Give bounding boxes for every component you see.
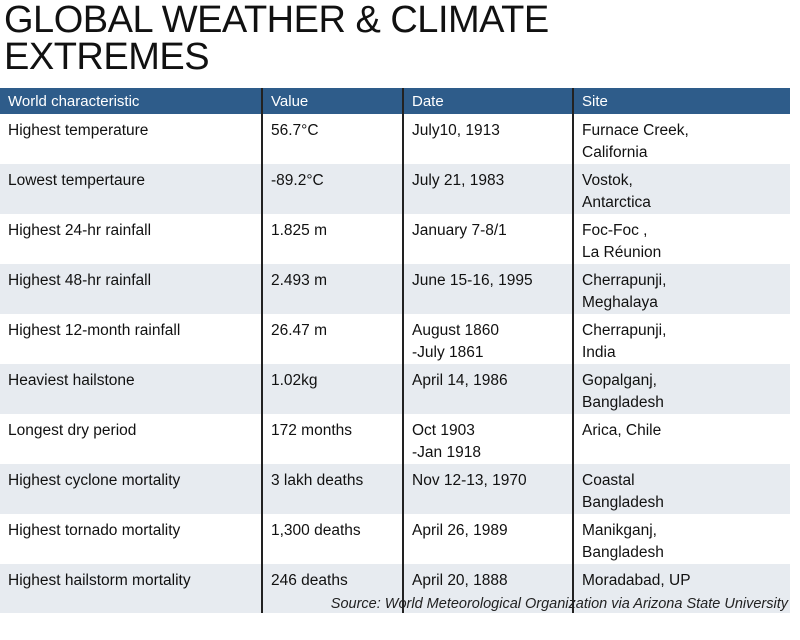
cell-site: Moradabad, UP xyxy=(573,564,790,613)
cell-date: June 15-16, 1995 xyxy=(403,264,574,314)
site-line: Arica, Chile xyxy=(582,422,662,439)
site-line: Coastal xyxy=(582,472,635,489)
cell-characteristic: Lowest tempertaure xyxy=(0,164,263,214)
extremes-table-container: World characteristic Value Date Site Hig… xyxy=(0,88,790,613)
site-line: Manikganj, xyxy=(582,522,657,539)
cell-date: April 26, 1989 xyxy=(403,514,574,564)
date-line: April 20, 1888 xyxy=(412,572,508,589)
table-row: Highest hailstorm mortality 246 deaths Apr… xyxy=(0,564,790,613)
table-row: Heaviest hailstone 1.02kg April 14, 1986 Go… xyxy=(0,364,790,414)
cell-site: Gopalganj, Bangladesh xyxy=(573,364,790,414)
cell-value: 56.7°C xyxy=(262,114,404,164)
header-value: Value xyxy=(262,88,404,114)
site-line: Bangladesh xyxy=(582,394,664,411)
cell-value: 246 deaths xyxy=(262,564,404,613)
cell-date: August 1860 -July 1861 xyxy=(403,314,574,364)
table-body: Highest temperature 56.7°C July10, 1913 Fur… xyxy=(0,114,790,613)
cell-characteristic: Longest dry period xyxy=(0,414,263,464)
site-line: California xyxy=(582,144,648,161)
site-line: Foc-Foc , xyxy=(582,222,648,239)
site-line: Cherrapunji, xyxy=(582,322,667,339)
cell-date: April 14, 1986 xyxy=(403,364,574,414)
date-line: April 26, 1989 xyxy=(412,522,508,539)
table-row: Highest cyclone mortality 3 lakh deaths No… xyxy=(0,464,790,514)
date-line: July 21, 1983 xyxy=(412,172,505,189)
header-date: Date xyxy=(403,88,574,114)
date-line: June 15-16, 1995 xyxy=(412,272,533,289)
title-line-2: EXTREMES xyxy=(4,36,210,78)
cell-site: Arica, Chile xyxy=(573,414,790,464)
table-row: Longest dry period 172 months Oct 1903 -Jan… xyxy=(0,414,790,464)
cell-characteristic: Highest 24-hr rainfall xyxy=(0,214,263,264)
cell-value: 1.02kg xyxy=(262,364,404,414)
header-characteristic: World characteristic xyxy=(0,88,263,114)
site-line: Moradabad, UP xyxy=(582,572,691,589)
cell-site: Coastal Bangladesh xyxy=(573,464,790,514)
cell-value: 2.493 m xyxy=(262,264,404,314)
cell-characteristic: Heaviest hailstone xyxy=(0,364,263,414)
table-row: Lowest tempertaure -89.2°C July 21, 1983 Vo… xyxy=(0,164,790,214)
date-line: July10, 1913 xyxy=(412,122,500,139)
site-line: Furnace Creek, xyxy=(582,122,689,139)
site-line: Bangladesh xyxy=(582,544,664,561)
cell-characteristic: Highest 12-month rainfall xyxy=(0,314,263,364)
cell-site: Furnace Creek, California xyxy=(573,114,790,164)
cell-characteristic: Highest cyclone mortality xyxy=(0,464,263,514)
cell-value: 1.825 m xyxy=(262,214,404,264)
cell-characteristic: Highest 48-hr rainfall xyxy=(0,264,263,314)
cell-date: July 21, 1983 xyxy=(403,164,574,214)
extremes-table: World characteristic Value Date Site Hig… xyxy=(0,88,790,613)
table-row: Highest 24-hr rainfall 1.825 m January 7-8… xyxy=(0,214,790,264)
table-row: Highest 12-month rainfall 26.47 m August 1… xyxy=(0,314,790,364)
header-site: Site xyxy=(573,88,790,114)
cell-site: Cherrapunji, Meghalaya xyxy=(573,264,790,314)
table-row: Highest tornado mortality 1,300 deaths Apr… xyxy=(0,514,790,564)
cell-value: 26.47 m xyxy=(262,314,404,364)
cell-value: 1,300 deaths xyxy=(262,514,404,564)
cell-value: 172 months xyxy=(262,414,404,464)
page-title: GLOBAL WEATHER & CLIMATE EXTREMES xyxy=(4,0,794,78)
cell-site: Cherrapunji, India xyxy=(573,314,790,364)
site-line: Antarctica xyxy=(582,194,651,211)
source-note: Source: World Meteorological Organizatio… xyxy=(330,596,788,612)
cell-value: 3 lakh deaths xyxy=(262,464,404,514)
cell-characteristic: Highest hailstorm mortality xyxy=(0,564,263,613)
site-line: Cherrapunji, xyxy=(582,272,667,289)
cell-characteristic: Highest temperature xyxy=(0,114,263,164)
cell-characteristic: Highest tornado mortality xyxy=(0,514,263,564)
table-row: Highest temperature 56.7°C July10, 1913 Fur… xyxy=(0,114,790,164)
title-line-1: GLOBAL WEATHER & CLIMATE xyxy=(4,0,549,41)
cell-date: Oct 1903 -Jan 1918 xyxy=(403,414,574,464)
site-line: India xyxy=(582,344,616,361)
date-line: April 14, 1986 xyxy=(412,372,508,389)
cell-site: Vostok, Antarctica xyxy=(573,164,790,214)
date-line: August 1860 xyxy=(412,322,500,339)
cell-date: Nov 12-13, 1970 xyxy=(403,464,574,514)
table-header-row: World characteristic Value Date Site xyxy=(0,88,790,114)
site-line: Gopalganj, xyxy=(582,372,657,389)
site-line: Vostok, xyxy=(582,172,633,189)
cell-site: Manikganj, Bangladesh xyxy=(573,514,790,564)
cell-site: Foc-Foc , La Réunion xyxy=(573,214,790,264)
date-line: Nov 12-13, 1970 xyxy=(412,472,527,489)
cell-date: April 20, 1888 xyxy=(403,564,574,613)
cell-value: -89.2°C xyxy=(262,164,404,214)
site-line: Bangladesh xyxy=(582,494,664,511)
date-line: Oct 1903 xyxy=(412,422,475,439)
date-line: -Jan 1918 xyxy=(412,444,481,461)
cell-date: January 7-8/1 xyxy=(403,214,574,264)
table-row: Highest 48-hr rainfall 2.493 m June 15-16,… xyxy=(0,264,790,314)
date-line: January 7-8/1 xyxy=(412,222,507,239)
site-line: Meghalaya xyxy=(582,294,658,311)
date-line: -July 1861 xyxy=(412,344,484,361)
cell-date: July10, 1913 xyxy=(403,114,574,164)
site-line: La Réunion xyxy=(582,244,662,261)
